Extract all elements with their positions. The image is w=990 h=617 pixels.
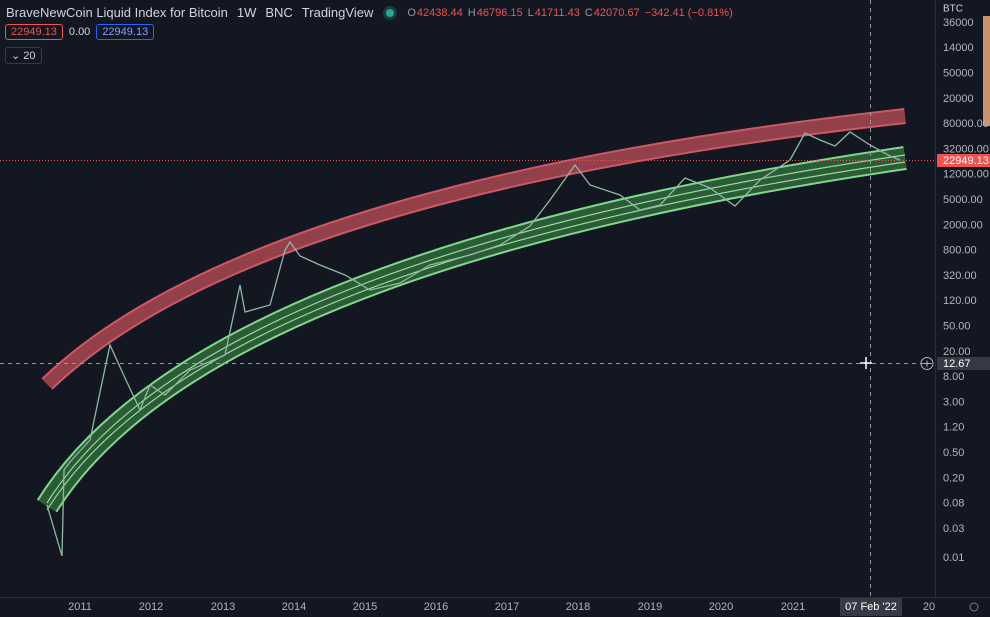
status-dot — [386, 8, 395, 17]
ohlc-value: 42438.44 — [416, 6, 463, 19]
price-label: 0.08 — [943, 498, 964, 510]
lower-band-fill — [38, 148, 907, 512]
currency[interactable]: BTC — [943, 4, 963, 15]
ohlc-value: 41711.43 — [534, 6, 580, 19]
pane — [0, 0, 935, 597]
ohlc-key: H — [467, 6, 476, 19]
price-label: 20.00 — [943, 346, 971, 358]
price-label: 800.00 — [943, 245, 977, 257]
time-label: 20 — [923, 601, 935, 613]
price-label: 50000 — [943, 68, 974, 80]
time-crosshair-badge — [840, 598, 902, 616]
crosshair-price: 12.67 — [943, 358, 971, 370]
symbol: BraveNewCoin Liquid Index for Bitcoin — [6, 5, 228, 20]
price-label: 8.00 — [943, 371, 964, 383]
change: −342.41 (−0.81%) — [644, 6, 733, 19]
source: TradingView — [301, 5, 374, 20]
price-axis — [936, 0, 990, 617]
price-line — [46, 131, 901, 557]
header: BraveNewCoin Liquid Index for Bitcoin 1W… — [6, 5, 733, 20]
time-label: 2012 — [139, 601, 163, 613]
crosshair-cursor — [860, 357, 872, 369]
ohlc-value: 46796.15 — [476, 6, 523, 19]
exchange: BNC — [265, 5, 293, 20]
price-label: 12000.00 — [943, 169, 989, 181]
price-label: 20000 — [943, 93, 974, 105]
ohlc: O 42438.44 H 46796.15 L 41711.43 C 42070.67 −342… — [407, 7, 732, 19]
price-label: 14000 — [943, 42, 974, 54]
time-label: 2014 — [282, 601, 306, 613]
time-label: 2019 — [638, 601, 662, 613]
price-label: 320.00 — [943, 270, 977, 282]
price-label: 32000.00 — [943, 143, 989, 155]
price-label: 0.03 — [943, 523, 964, 535]
lower-band-line — [46, 161, 906, 511]
time-label: 2017 — [495, 601, 519, 613]
add-button[interactable] — [920, 357, 934, 370]
price-label: 5000.00 — [943, 194, 983, 206]
price-label: 50.00 — [943, 321, 971, 333]
time-label: 2021 — [781, 601, 805, 613]
last-price: 22949.13 — [943, 155, 989, 167]
badge: 22949.13 — [5, 24, 63, 40]
time-label: 2011 — [68, 601, 92, 613]
price-label: 1.20 — [943, 422, 964, 434]
indicator-value: 20 — [23, 50, 36, 62]
price-label: 0.50 — [943, 447, 964, 459]
price-label: 3.00 — [943, 396, 964, 408]
add-button-icon — [924, 360, 930, 367]
badge: 0.00 — [68, 26, 91, 38]
ohlc-value: 42070.67 — [593, 6, 640, 19]
upper-band-fill — [42, 110, 906, 389]
ohlc-key: O — [407, 6, 416, 19]
last-price-badge — [937, 154, 990, 167]
badge: 22949.13 — [96, 24, 155, 40]
price-label: 120.00 — [943, 295, 977, 307]
time-crosshair: 07 Feb '22 — [845, 601, 897, 613]
interval: 1W — [236, 5, 257, 20]
time-label: 2013 — [211, 601, 235, 613]
price-label: 2000.00 — [943, 219, 983, 231]
price-label: 0.01 — [943, 552, 964, 564]
ohlc-key: L — [527, 6, 534, 19]
badges: 22949.13 0.00 22949.13 — [5, 24, 155, 40]
time-label: 2015 — [353, 601, 377, 613]
ohlc-key: C — [584, 6, 593, 19]
time-label: 2016 — [424, 601, 448, 613]
crosshair-badge — [937, 357, 990, 370]
time-label: 2018 — [566, 601, 590, 613]
price-label: 80000.00 — [943, 118, 989, 130]
price-label: 0.20 — [943, 472, 964, 484]
settings-icon[interactable] — [969, 602, 979, 612]
time-label: 2020 — [709, 601, 733, 613]
price-label: 36000 — [943, 17, 974, 29]
indicator[interactable]: ⌄ 20 — [5, 47, 42, 64]
scroll-marker — [983, 16, 990, 126]
